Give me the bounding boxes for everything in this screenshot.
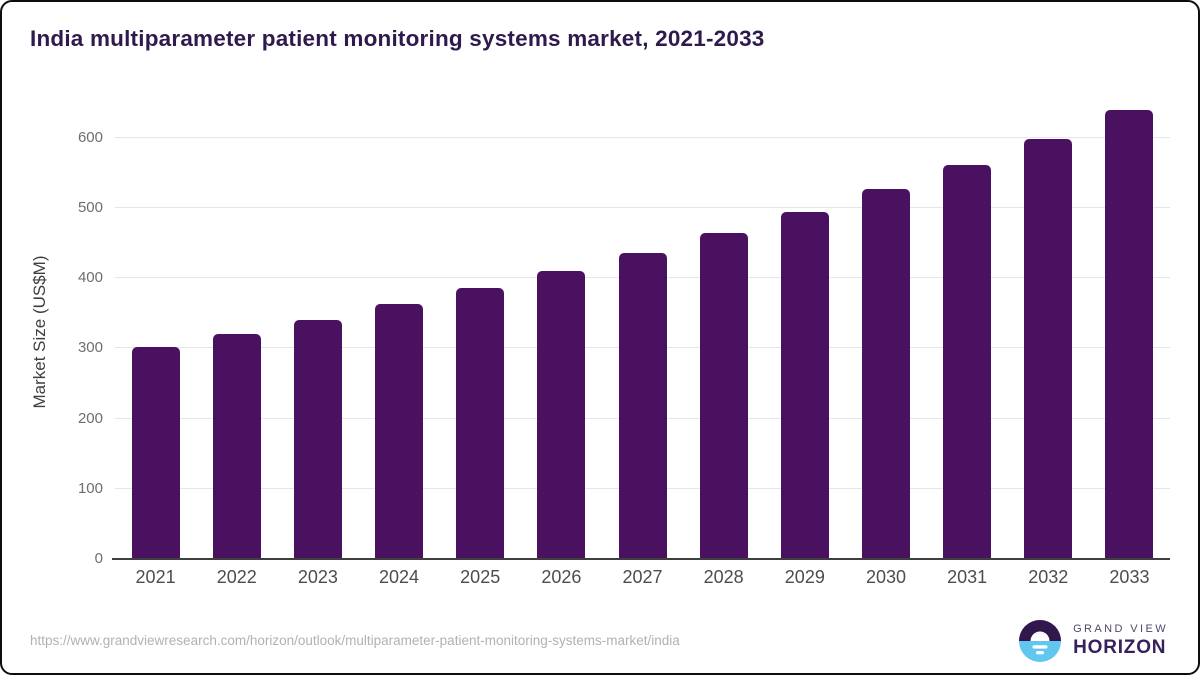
bar-2026[interactable] xyxy=(537,271,586,559)
bar-slot-2023 xyxy=(277,106,358,559)
x-tick-2021: 2021 xyxy=(135,567,176,587)
x-axis-line xyxy=(112,558,1170,560)
x-axis-tick-labels: 2021 2022 2023 2024 2025 2026 2027 2028 2029 2030… xyxy=(115,567,1170,588)
bar-2028[interactable] xyxy=(699,233,748,559)
bar-slot-2027 xyxy=(602,106,683,559)
y-tick-300: 300 xyxy=(77,339,103,357)
logo-line-horizon: HORIZON xyxy=(1073,637,1167,658)
bar-2024[interactable] xyxy=(375,304,424,559)
bar-2032[interactable] xyxy=(1024,139,1073,559)
bar-slot-2025 xyxy=(440,106,521,559)
bar-2030[interactable] xyxy=(861,188,910,559)
grand-view-horizon-logo: GRAND VIEW HORIZON xyxy=(1017,618,1168,664)
x-tick-2029: 2029 xyxy=(784,567,825,587)
bar-slot-2028 xyxy=(683,106,764,559)
x-tick-2025: 2025 xyxy=(460,567,501,587)
logo-line-grand-view: GRAND VIEW xyxy=(1073,623,1168,635)
y-tick-100: 100 xyxy=(77,479,103,497)
x-tick-2022: 2022 xyxy=(216,567,257,587)
horizon-logo-icon xyxy=(1019,620,1062,662)
bar-slot-2030 xyxy=(845,106,926,559)
y-tick-0: 0 xyxy=(94,550,103,567)
bar-slot-2031 xyxy=(927,106,1008,559)
x-tick-2033: 2033 xyxy=(1109,567,1150,587)
x-tick-2027: 2027 xyxy=(622,567,663,587)
y-tick-600: 600 xyxy=(77,128,103,146)
bar-2021[interactable] xyxy=(131,346,180,559)
y-tick-500: 500 xyxy=(77,198,103,216)
bar-slot-2033 xyxy=(1089,106,1170,559)
x-tick-2023: 2023 xyxy=(297,567,338,587)
bar-slot-2029 xyxy=(764,106,845,559)
x-tick-2024: 2024 xyxy=(379,567,420,587)
bar-slot-2032 xyxy=(1008,106,1089,559)
bar-2033[interactable] xyxy=(1105,110,1154,559)
bar-2022[interactable] xyxy=(212,334,261,559)
x-tick-2031: 2031 xyxy=(947,567,988,587)
bar-slot-2026 xyxy=(521,106,602,559)
bar-2029[interactable] xyxy=(780,212,829,559)
source-url: https://www.grandviewresearch.com/horizo… xyxy=(30,633,680,648)
logo-text: GRAND VIEW HORIZON xyxy=(1073,623,1168,659)
bar-slot-2022 xyxy=(196,106,277,559)
x-tick-2032: 2032 xyxy=(1028,567,1069,587)
bar-2031[interactable] xyxy=(943,165,992,559)
bar-2025[interactable] xyxy=(456,287,505,559)
x-tick-2028: 2028 xyxy=(703,567,744,587)
bar-2023[interactable] xyxy=(293,319,342,559)
y-tick-400: 400 xyxy=(77,269,103,287)
x-tick-2026: 2026 xyxy=(541,567,582,587)
plot-area xyxy=(112,106,1170,560)
bar-slot-2024 xyxy=(358,106,439,559)
y-tick-200: 200 xyxy=(77,409,103,427)
bar-series xyxy=(115,106,1170,559)
y-axis-tick-labels: 0 100 200 300 400 500 600 xyxy=(0,106,103,567)
chart-title: India multiparameter patient monitoring … xyxy=(30,26,765,51)
bar-slot-2021 xyxy=(115,106,196,559)
gridline-500 xyxy=(115,206,1170,208)
bar-2027[interactable] xyxy=(618,252,667,559)
x-tick-2030: 2030 xyxy=(865,567,906,587)
gridline-600 xyxy=(115,136,1170,138)
